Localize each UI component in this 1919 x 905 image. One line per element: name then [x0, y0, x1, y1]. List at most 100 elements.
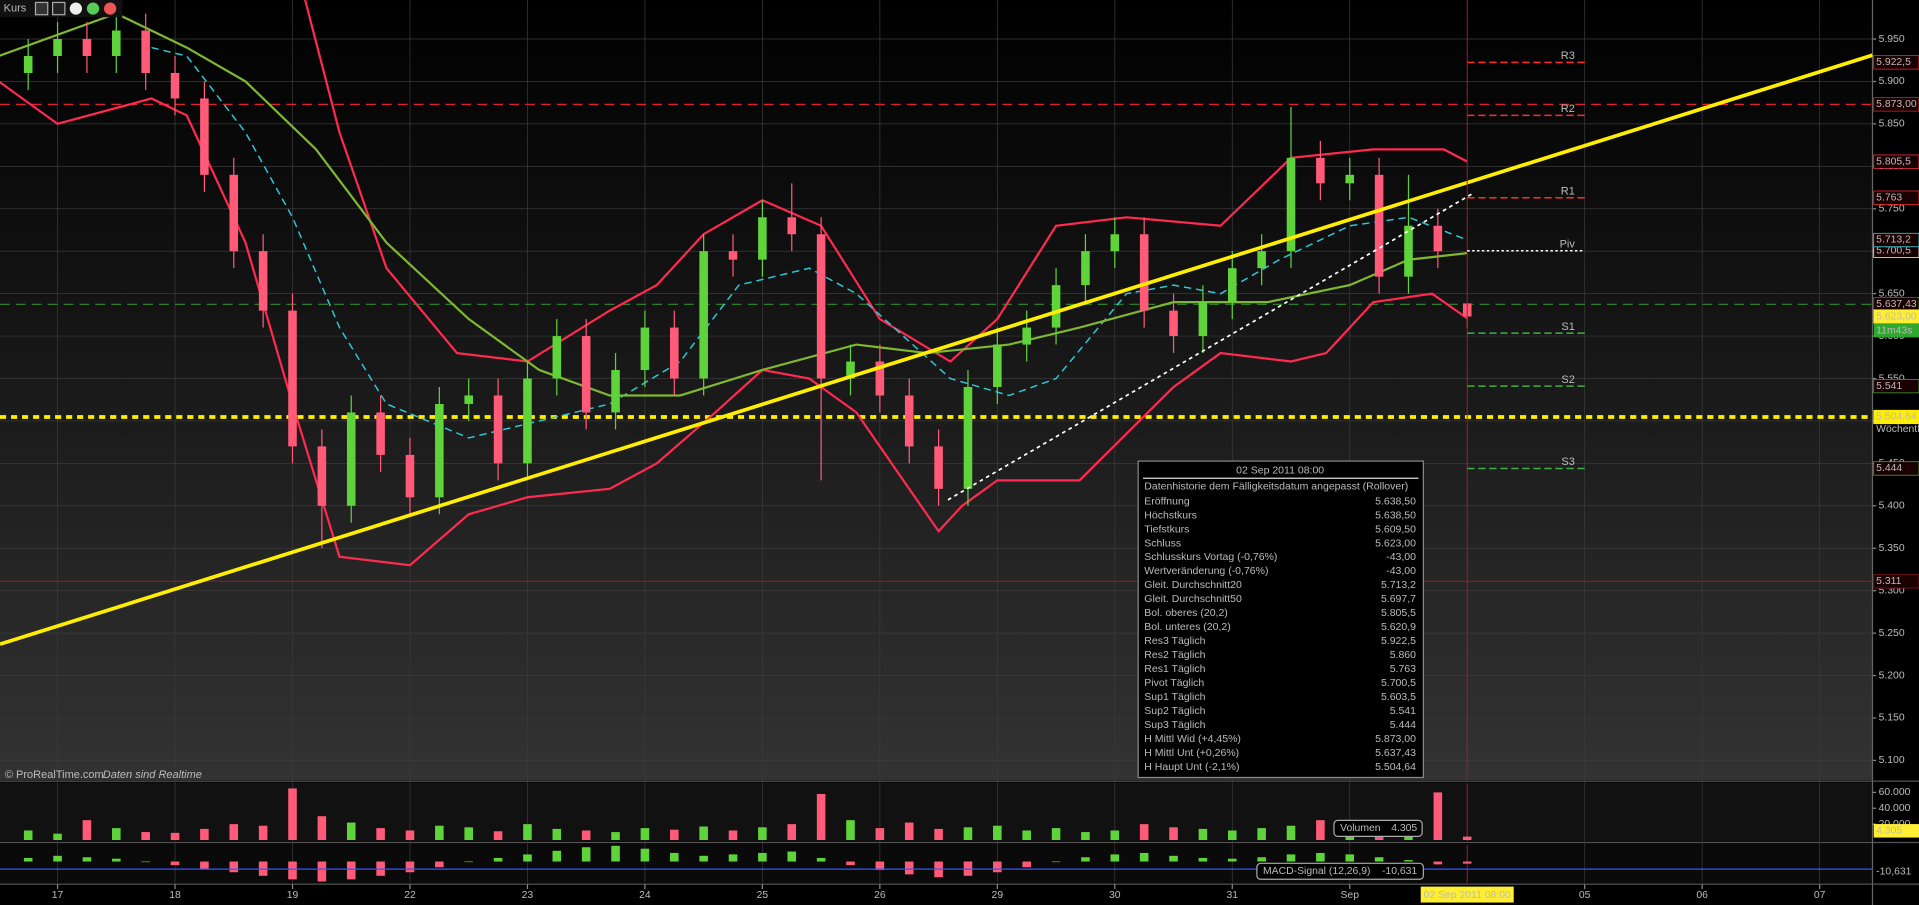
candle-body	[1022, 327, 1031, 345]
candle-body	[993, 344, 1002, 387]
macd-bar	[112, 858, 121, 862]
volume-bar	[1110, 830, 1120, 841]
macd-bar	[1169, 855, 1178, 862]
price-axis	[1872, 0, 1919, 905]
info-value: 5.620,9	[1381, 621, 1416, 633]
info-value: 5.805,5	[1381, 607, 1416, 619]
candle-body	[1139, 234, 1149, 311]
legend-label: Volumen	[1340, 823, 1381, 834]
y-tick-label: 5.200	[1879, 670, 1905, 681]
trendline	[947, 191, 1475, 501]
pivot-label: 5.541	[1876, 381, 1902, 392]
price-marker-box	[1873, 309, 1919, 324]
candle-body	[1110, 234, 1120, 252]
volume-bar	[493, 831, 503, 841]
pivot-name: S3	[1561, 456, 1574, 468]
volume-bar	[435, 825, 444, 841]
volume-bar	[699, 826, 708, 841]
info-title: 02 Sep 2011 08:00	[1236, 465, 1324, 477]
candle-body	[229, 174, 239, 252]
candle-body	[23, 56, 33, 73]
level-label-box	[1873, 409, 1919, 425]
trendline	[0, 53, 1873, 646]
volume-bar	[523, 824, 532, 841]
macd-plot	[0, 844, 1873, 883]
info-value: 5.444	[1390, 719, 1416, 731]
pivot-name: S2	[1561, 374, 1574, 386]
candle-body	[1169, 310, 1178, 337]
candle-body	[758, 217, 767, 260]
info-label: Gleit. Durchschnitt20	[1144, 579, 1242, 591]
pivot-name: S1	[1561, 321, 1574, 333]
y-tick-label: 5.950	[1879, 34, 1905, 45]
macd-bar	[611, 845, 620, 862]
pivot-name: R1	[1561, 186, 1575, 198]
macd-bar	[640, 848, 650, 862]
macd-bar	[1198, 857, 1208, 862]
y-tick-label: 5.550	[1879, 373, 1905, 384]
up-icon[interactable]	[86, 2, 100, 15]
candle-body	[1081, 251, 1090, 286]
legend-value: -10,631	[1382, 866, 1417, 877]
candle-body	[170, 72, 180, 99]
volume-bar	[581, 830, 591, 841]
volume-bar	[993, 825, 1002, 841]
close-icon[interactable]	[69, 2, 82, 15]
info-value: 5.637,43	[1375, 747, 1416, 759]
macd-bar	[1257, 857, 1266, 862]
info-label: Tiefstkurs	[1144, 523, 1189, 535]
candle-body	[787, 217, 797, 235]
candle-body	[640, 327, 650, 371]
plot-area: R3 R2 R1 Piv S1 S2 S3	[0, 0, 1873, 780]
y-tick-label: 5.750	[1879, 204, 1905, 215]
info-subtitle: Datenhistorie dem Fälligkeitsdatum angep…	[1144, 481, 1408, 493]
candle-body	[435, 403, 444, 498]
info-label: Schlusskurs Vortag (-0,76%)	[1144, 551, 1277, 563]
x-tick-label: 23	[522, 890, 534, 901]
y-tick-label: 5.350	[1879, 543, 1905, 554]
level-label-box	[1873, 97, 1919, 112]
macd-bar	[288, 861, 297, 880]
info-label: Pivot Täglich	[1144, 677, 1204, 689]
pivot-name: R3	[1561, 50, 1575, 62]
info-label: H Mittl Wid (+4,45%)	[1144, 733, 1241, 745]
info-value: 5.504,64	[1375, 761, 1416, 773]
settings-icon[interactable]	[34, 1, 49, 16]
macd-bar	[787, 851, 797, 862]
indicator-line	[0, 12, 1468, 397]
macd-marker: -10,631	[1876, 866, 1911, 877]
volume-bar	[1081, 832, 1090, 841]
toolbar-title: Kurs	[4, 2, 27, 14]
volume-bar	[1286, 825, 1296, 841]
candle-body	[875, 361, 885, 396]
price-marker-box	[1873, 154, 1919, 169]
add-icon[interactable]	[104, 2, 117, 15]
volume-bar	[875, 828, 885, 841]
cursor-date: 02 Sep 2011 08:00	[1424, 890, 1511, 901]
info-panel: 02 Sep 2011 08:00 Datenhistorie dem Fäll…	[1137, 460, 1424, 779]
info-value: 5.541	[1390, 705, 1416, 717]
x-tick-label: 29	[992, 890, 1004, 901]
main-panel	[0, 0, 1873, 780]
macd-bar	[1139, 852, 1149, 862]
level-label-box	[1873, 574, 1919, 589]
x-tick-label: 24	[639, 890, 651, 901]
volume-bar	[1316, 820, 1325, 841]
price-marker: 5.713,2	[1876, 235, 1911, 246]
window-icon[interactable]	[52, 1, 66, 16]
macd-bar	[581, 847, 591, 862]
volume-bar	[1198, 828, 1208, 841]
info-label: Res3 Täglich	[1144, 635, 1205, 647]
volume-bar	[816, 793, 826, 841]
candle-body	[523, 378, 532, 464]
candle-body	[846, 361, 855, 379]
level-label: 5.873,00	[1876, 99, 1917, 110]
macd-bar	[1227, 858, 1237, 862]
info-value: 5.763	[1390, 663, 1416, 675]
info-label: H Haupt Unt (-2,1%)	[1144, 761, 1239, 773]
candle-body	[405, 454, 415, 498]
macd-bar	[82, 857, 92, 862]
pivot-label-box	[1873, 461, 1919, 476]
volume-bar	[112, 828, 121, 841]
macd-bar	[1433, 861, 1443, 865]
